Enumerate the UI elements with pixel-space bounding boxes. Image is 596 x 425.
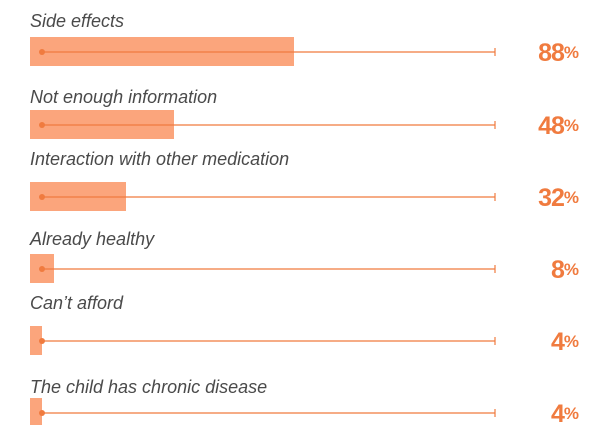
category-label: Interaction with other medication (30, 149, 289, 169)
bar (30, 326, 42, 355)
value-label: 88% (538, 39, 579, 67)
value-label: 4% (551, 400, 579, 425)
category-label: Can’t afford (30, 293, 124, 313)
track-dot (39, 49, 45, 55)
category-label: Side effects (30, 11, 124, 31)
track-dot (39, 122, 45, 128)
track-dot (39, 266, 45, 272)
bar (30, 398, 42, 425)
category-label: Already healthy (29, 229, 155, 249)
category-label: Not enough information (30, 87, 217, 107)
category-label: The child has chronic disease (30, 377, 267, 397)
track-dot (39, 338, 45, 344)
value-label: 48% (538, 112, 579, 140)
value-label: 8% (551, 256, 579, 284)
track-dot (39, 194, 45, 200)
value-label: 32% (538, 184, 579, 212)
value-label: 4% (551, 328, 579, 356)
track-dot (39, 410, 45, 416)
